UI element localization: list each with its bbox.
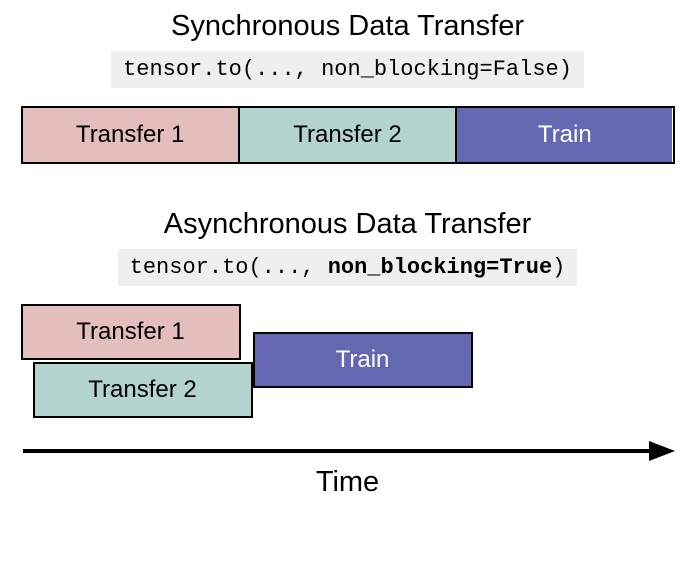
sync-transfer1-cell: Transfer 1 <box>23 108 240 162</box>
async-code-arg: non_blocking=True <box>328 255 552 280</box>
async-transfer1-box: Transfer 1 <box>21 304 241 360</box>
async-timeline-area: Transfer 1 Transfer 2 Train <box>21 304 675 424</box>
time-axis: Time <box>21 438 675 499</box>
arrow-icon <box>21 438 675 464</box>
async-code: tensor.to(..., non_blocking=True) <box>118 249 578 286</box>
sync-code-arg: non_blocking=False <box>321 57 559 82</box>
async-transfer2-box: Transfer 2 <box>33 362 253 418</box>
sync-section: Synchronous Data Transfer tensor.to(...,… <box>20 10 675 164</box>
async-train-box: Train <box>253 332 473 388</box>
async-section: Asynchronous Data Transfer tensor.to(...… <box>20 208 675 424</box>
sync-code-prefix: tensor.to(..., <box>123 57 321 82</box>
sync-train-cell: Train <box>457 108 672 162</box>
sync-timeline-row: Transfer 1 Transfer 2 Train <box>21 106 675 164</box>
sync-transfer2-cell: Transfer 2 <box>240 108 457 162</box>
async-code-prefix: tensor.to(..., <box>130 255 328 280</box>
time-label: Time <box>21 466 675 499</box>
sync-code-suffix: ) <box>559 57 572 82</box>
sync-title: Synchronous Data Transfer <box>20 10 675 43</box>
sync-code: tensor.to(..., non_blocking=False) <box>111 51 584 88</box>
async-code-suffix: ) <box>552 255 565 280</box>
async-title: Asynchronous Data Transfer <box>20 208 675 241</box>
